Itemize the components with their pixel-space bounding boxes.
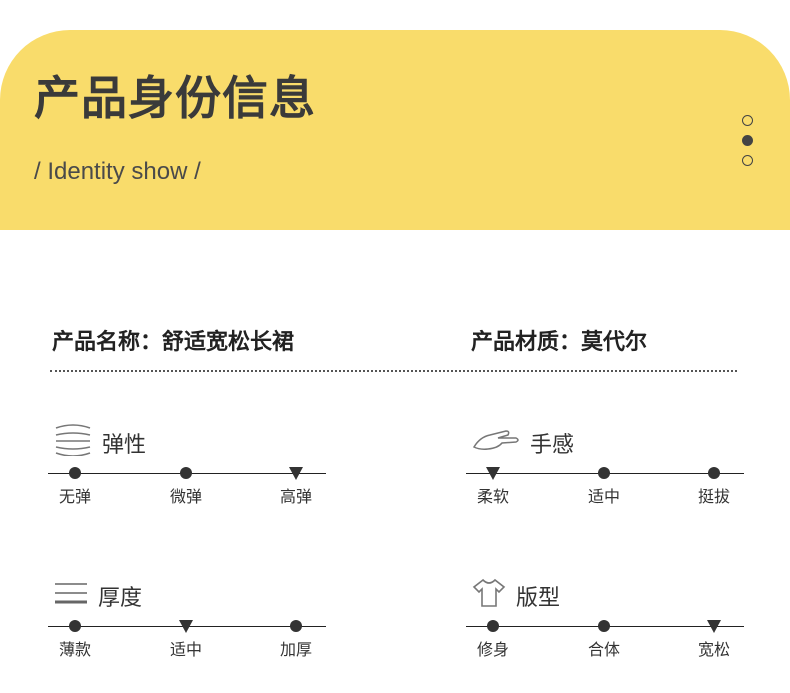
pager-dot[interactable] [742, 115, 753, 126]
pager-dot-active[interactable] [742, 135, 753, 146]
option-label: 修身 [476, 640, 510, 659]
option-label: 挺拔 [697, 487, 731, 506]
product-material: 产品材质：莫代尔 [471, 330, 648, 355]
option-label: 柔软 [476, 487, 510, 506]
attribute-scale: 弹性无弹 微弹 高弹 [48, 424, 326, 525]
selected-marker [486, 467, 500, 480]
selected-marker [179, 620, 193, 633]
divider [50, 370, 737, 372]
tshirt-icon [472, 578, 506, 614]
scale-title: 手感 [530, 433, 575, 458]
option-marker [290, 620, 302, 632]
pager-dot[interactable] [742, 155, 753, 166]
option-marker [708, 467, 720, 479]
scale-title: 版型 [516, 586, 561, 611]
option-label: 薄款 [58, 640, 92, 659]
scale-title: 厚度 [98, 586, 143, 611]
header-banner [0, 30, 790, 230]
page-subtitle: / Identity show / [34, 158, 201, 185]
elastic-waves-icon [54, 424, 92, 462]
scale-header: 弹性 [54, 424, 147, 462]
scale-header: 版型 [472, 578, 560, 614]
option-marker [598, 620, 610, 632]
option-label: 宽松 [697, 640, 731, 659]
option-label: 适中 [169, 640, 203, 659]
option-marker [487, 620, 499, 632]
option-marker [180, 467, 192, 479]
product-name: 产品名称：舒适宽松长裙 [52, 330, 295, 355]
selected-marker [707, 620, 721, 633]
attribute-scale: 手感柔软 适中 挺拔 [466, 425, 744, 525]
option-label: 无弹 [58, 487, 92, 506]
thickness-lines-icon [54, 580, 88, 612]
option-label: 合体 [587, 640, 621, 659]
option-marker [598, 467, 610, 479]
option-marker [69, 620, 81, 632]
option-marker [69, 467, 81, 479]
option-label: 微弹 [169, 487, 203, 506]
hand-icon [472, 427, 520, 459]
selected-marker [289, 467, 303, 480]
attribute-scale: 厚度薄款 适中 加厚 [48, 578, 326, 678]
option-label: 加厚 [279, 640, 313, 659]
scale-title: 弹性 [102, 433, 147, 458]
option-label: 高弹 [279, 487, 313, 506]
scale-header: 厚度 [54, 578, 142, 614]
scale-header: 手感 [472, 425, 574, 461]
option-label: 适中 [587, 487, 621, 506]
attribute-scale: 版型修身 合体 宽松 [466, 578, 744, 678]
page-title: 产品身份信息 [34, 71, 316, 125]
